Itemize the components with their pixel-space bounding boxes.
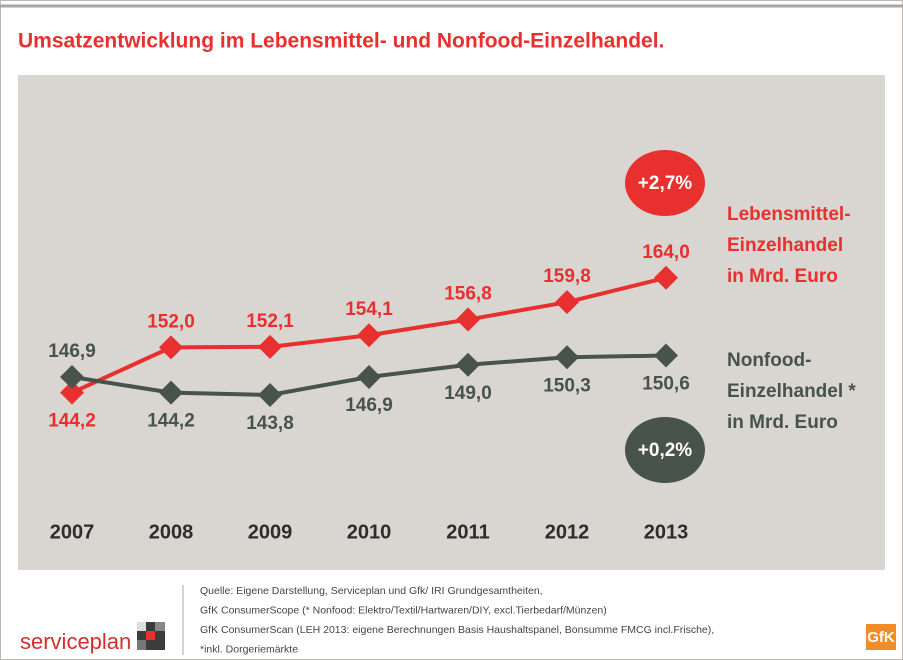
data-point <box>159 380 183 405</box>
x-tick-label: 2009 <box>248 521 293 543</box>
data-label: 150,3 <box>543 375 591 396</box>
legend-label: Nonfood- <box>727 350 811 371</box>
data-point <box>60 380 84 405</box>
gfk-logo: GfK <box>867 629 895 646</box>
data-label: 143,8 <box>246 413 294 434</box>
logo-mark <box>137 622 165 650</box>
x-tick-label: 2012 <box>545 521 590 543</box>
data-point <box>654 343 678 368</box>
data-point <box>456 307 480 332</box>
x-tick-label: 2008 <box>149 521 194 543</box>
serviceplan-logo: serviceplan <box>20 629 131 654</box>
x-tick-label: 2010 <box>347 521 392 543</box>
legend-label: in Mrd. Euro <box>727 412 838 433</box>
data-label: 150,6 <box>642 374 690 395</box>
data-point <box>159 335 183 360</box>
data-point <box>357 323 381 348</box>
data-label: 164,0 <box>642 242 690 263</box>
data-label: 146,9 <box>345 395 393 416</box>
source-line: GfK ConsumerScope (* Nonfood: Elektro/Te… <box>200 604 607 616</box>
data-label: 149,0 <box>444 383 492 404</box>
x-tick-label: 2013 <box>644 521 689 543</box>
legend-label: Lebensmittel- <box>727 204 851 225</box>
source-line: Quelle: Eigene Darstellung, Serviceplan … <box>200 585 543 597</box>
change-badge <box>625 417 705 483</box>
data-point <box>555 345 579 370</box>
legend-label: Einzelhandel * <box>727 381 856 402</box>
source-line: GfK ConsumerScan (LEH 2013: eigene Berec… <box>200 624 714 636</box>
data-label: 144,2 <box>147 411 195 432</box>
data-point <box>258 334 282 359</box>
legend-label: in Mrd. Euro <box>727 266 838 287</box>
data-label: 156,8 <box>444 284 492 305</box>
data-label: 152,1 <box>246 311 294 332</box>
data-label: 146,9 <box>48 341 96 362</box>
data-label: 152,0 <box>147 311 195 332</box>
source-line: *inkl. Dorgeriemärkte <box>200 643 298 655</box>
data-label: 144,2 <box>48 411 96 432</box>
legend-label: Einzelhandel <box>727 235 843 256</box>
data-point <box>60 364 84 389</box>
data-point <box>456 352 480 377</box>
change-label: +2,7% <box>638 173 693 194</box>
data-point <box>555 290 579 315</box>
data-point <box>357 364 381 389</box>
data-label: 159,8 <box>543 266 591 287</box>
change-label: +0,2% <box>638 440 693 461</box>
x-tick-label: 2007 <box>50 521 95 543</box>
data-point <box>258 382 282 407</box>
change-badge <box>625 150 705 216</box>
data-point <box>654 265 678 290</box>
x-tick-label: 2011 <box>446 521 489 543</box>
chart-title: Umsatzentwicklung im Lebensmittel- und N… <box>18 30 664 53</box>
gfk-box <box>866 624 896 650</box>
data-label: 154,1 <box>345 299 393 320</box>
